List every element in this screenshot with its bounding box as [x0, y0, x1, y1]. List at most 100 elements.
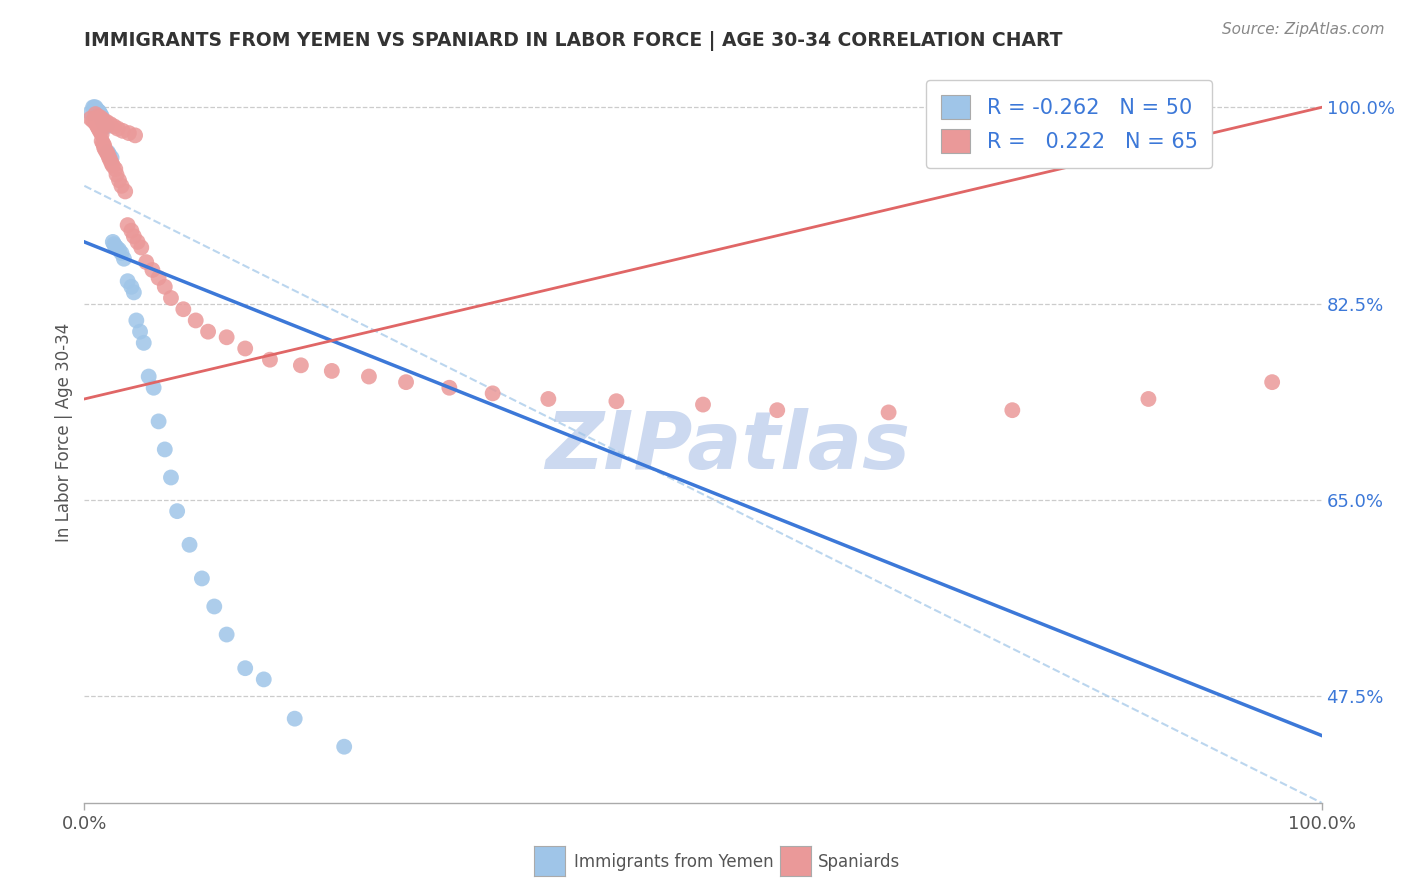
- Point: [439, 381, 461, 395]
- Point: [120, 280, 142, 294]
- Point: [87, 103, 110, 118]
- Point: [94, 143, 117, 157]
- Point: [138, 369, 160, 384]
- Point: [96, 120, 118, 134]
- Point: [357, 369, 380, 384]
- Point: [89, 107, 111, 121]
- Point: [481, 386, 503, 401]
- Point: [96, 115, 118, 129]
- Point: [395, 375, 418, 389]
- Point: [90, 134, 112, 148]
- Point: [94, 118, 117, 132]
- Point: [104, 239, 127, 253]
- Point: [290, 359, 312, 373]
- Point: [79, 106, 101, 120]
- Point: [90, 127, 112, 141]
- Point: [89, 108, 111, 122]
- Point: [191, 571, 214, 585]
- Point: [89, 104, 111, 119]
- Point: [110, 246, 132, 260]
- Point: [103, 120, 125, 134]
- Point: [108, 243, 131, 257]
- Point: [118, 126, 141, 140]
- Point: [104, 161, 127, 176]
- Point: [259, 352, 281, 367]
- Point: [202, 599, 225, 614]
- Text: Immigrants from Yemen: Immigrants from Yemen: [574, 853, 773, 871]
- Point: [284, 712, 307, 726]
- Point: [101, 159, 124, 173]
- Point: [153, 280, 176, 294]
- Point: [253, 673, 276, 687]
- Point: [1137, 392, 1160, 406]
- Point: [97, 145, 120, 160]
- Point: [100, 151, 122, 165]
- Point: [79, 112, 101, 126]
- Point: [135, 255, 157, 269]
- Point: [877, 405, 900, 419]
- Point: [166, 504, 188, 518]
- Point: [89, 106, 111, 120]
- Point: [142, 381, 165, 395]
- Point: [117, 218, 139, 232]
- Point: [107, 121, 129, 136]
- Point: [87, 109, 110, 123]
- Point: [84, 107, 107, 121]
- Point: [84, 100, 107, 114]
- Point: [89, 111, 111, 125]
- Point: [125, 313, 148, 327]
- Point: [86, 103, 108, 117]
- Point: [160, 470, 183, 484]
- Text: Spaniards: Spaniards: [818, 853, 900, 871]
- Point: [141, 263, 163, 277]
- Point: [86, 103, 108, 118]
- Point: [215, 627, 238, 641]
- Point: [153, 442, 176, 457]
- Point: [124, 128, 146, 143]
- Point: [766, 403, 789, 417]
- Y-axis label: In Labor Force | Age 30-34: In Labor Force | Age 30-34: [55, 323, 73, 542]
- Point: [112, 252, 135, 266]
- Point: [91, 115, 114, 129]
- Point: [100, 156, 122, 170]
- Point: [233, 661, 256, 675]
- Point: [103, 237, 125, 252]
- Point: [179, 538, 201, 552]
- Point: [148, 270, 170, 285]
- Point: [132, 335, 155, 350]
- Point: [83, 100, 105, 114]
- Point: [96, 145, 118, 160]
- Point: [215, 330, 238, 344]
- Point: [93, 138, 115, 153]
- Point: [98, 117, 121, 131]
- Point: [172, 302, 194, 317]
- Point: [82, 100, 104, 114]
- Point: [105, 240, 128, 255]
- Point: [86, 118, 108, 132]
- Text: ZIPatlas: ZIPatlas: [546, 409, 910, 486]
- Point: [91, 136, 114, 151]
- Point: [122, 285, 145, 300]
- Point: [93, 116, 115, 130]
- Point: [84, 116, 107, 130]
- Point: [89, 125, 111, 139]
- Point: [114, 185, 136, 199]
- Point: [108, 173, 131, 187]
- Point: [82, 113, 104, 128]
- Point: [111, 124, 134, 138]
- Legend: R = -0.262   N = 50, R =   0.222   N = 65: R = -0.262 N = 50, R = 0.222 N = 65: [927, 80, 1212, 168]
- Point: [537, 392, 560, 406]
- Text: Source: ZipAtlas.com: Source: ZipAtlas.com: [1222, 22, 1385, 37]
- Point: [129, 240, 152, 255]
- Point: [91, 113, 114, 128]
- Point: [1001, 403, 1024, 417]
- Point: [127, 235, 149, 249]
- Point: [160, 291, 183, 305]
- Point: [117, 274, 139, 288]
- Point: [97, 147, 120, 161]
- Point: [1261, 375, 1284, 389]
- Point: [98, 151, 121, 165]
- Point: [90, 109, 112, 123]
- Point: [129, 325, 152, 339]
- Point: [105, 168, 128, 182]
